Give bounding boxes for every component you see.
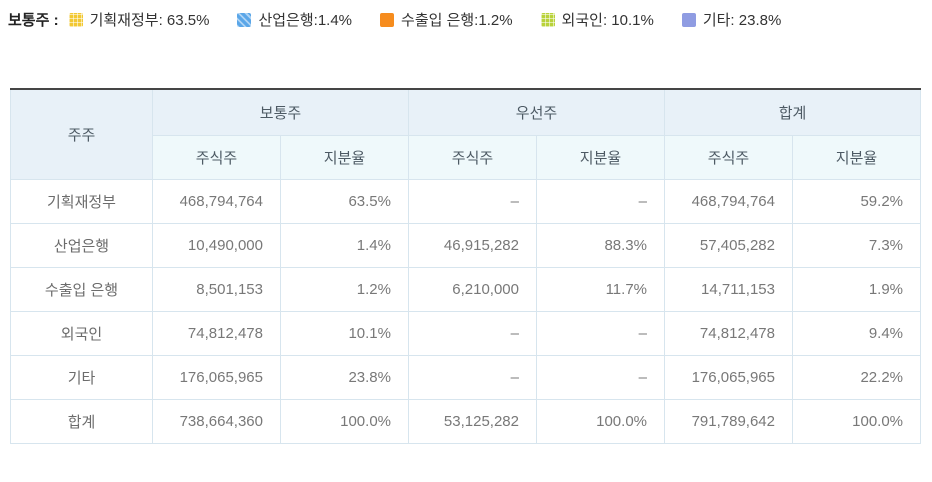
table-row-mof: 기획재정부 468,794,764 63.5% – – 468,794,764 … xyxy=(10,178,922,224)
cell-preferred-ratio: – xyxy=(536,310,665,356)
cell-total-ratio: 22.2% xyxy=(791,354,922,400)
cell-preferred-ratio: 100.0% xyxy=(536,398,665,444)
table-row-foreigners: 외국인 74,812,478 10.1% – – 74,812,478 9.4% xyxy=(10,310,922,356)
shareholder-table-container: 주주 보통주 우선주 합계 주식주 지분율 주식주 지분율 주식주 지분율 기획… xyxy=(10,88,922,444)
cell-common-shares: 738,664,360 xyxy=(152,398,281,444)
header-group-common-stock: 보통주 xyxy=(152,88,409,136)
cell-common-shares: 176,065,965 xyxy=(152,354,281,400)
cell-common-shares: 74,812,478 xyxy=(152,310,281,356)
cell-total-ratio: 7.3% xyxy=(791,222,922,268)
cell-total-ratio: 1.9% xyxy=(791,266,922,312)
legend-swatch-icon xyxy=(540,12,555,27)
legend-title: 보통주 : xyxy=(8,12,59,29)
row-shareholder-name: 산업은행 xyxy=(10,222,153,268)
legend-swatch-icon xyxy=(380,12,395,27)
subheader-total-ratio: 지분율 xyxy=(791,134,922,180)
legend-item-label: 기타: 23.8% xyxy=(702,12,782,29)
cell-preferred-ratio: 88.3% xyxy=(536,222,665,268)
cell-total-shares: 468,794,764 xyxy=(664,178,793,224)
cell-preferred-ratio: – xyxy=(536,178,665,224)
cell-preferred-shares: 53,125,282 xyxy=(408,398,537,444)
row-shareholder-name: 합계 xyxy=(10,398,153,444)
legend-item-others: 기타: 23.8% xyxy=(681,9,782,30)
row-shareholder-name: 기타 xyxy=(10,354,153,400)
subheader-preferred-shares: 주식주 xyxy=(408,134,537,180)
cell-total-shares: 791,789,642 xyxy=(664,398,793,444)
subheader-preferred-ratio: 지분율 xyxy=(536,134,665,180)
legend-swatch-icon xyxy=(237,12,252,27)
cell-preferred-shares: – xyxy=(408,310,537,356)
cell-common-ratio: 1.4% xyxy=(280,222,409,268)
subheader-common-shares: 주식주 xyxy=(152,134,281,180)
cell-total-ratio: 9.4% xyxy=(791,310,922,356)
cell-common-ratio: 10.1% xyxy=(280,310,409,356)
subheader-common-ratio: 지분율 xyxy=(280,134,409,180)
cell-preferred-shares: – xyxy=(408,178,537,224)
row-shareholder-name: 외국인 xyxy=(10,310,153,356)
cell-common-shares: 468,794,764 xyxy=(152,178,281,224)
header-group-row: 주주 보통주 우선주 합계 xyxy=(10,88,922,180)
legend-swatch-icon xyxy=(68,12,83,27)
cell-common-ratio: 23.8% xyxy=(280,354,409,400)
legend-item-label: 기획재정부: 63.5% xyxy=(89,12,210,29)
legend-item-kdb: 산업은행:1.4% xyxy=(237,9,352,30)
legend-item-exim: 수출입 은행:1.2% xyxy=(380,9,513,30)
cell-total-shares: 176,065,965 xyxy=(664,354,793,400)
header-group-preferred-stock: 우선주 xyxy=(408,88,665,136)
header-group-total: 합계 xyxy=(663,88,922,136)
legend-item-label: 외국인: 10.1% xyxy=(561,12,654,29)
cell-preferred-shares: – xyxy=(408,354,537,400)
cell-total-shares: 14,711,153 xyxy=(664,266,793,312)
cell-preferred-shares: 46,915,282 xyxy=(408,222,537,268)
row-shareholder-name: 기획재정부 xyxy=(10,178,153,224)
cell-total-shares: 57,405,282 xyxy=(664,222,793,268)
legend-item-foreigners: 외국인: 10.1% xyxy=(540,9,654,30)
cell-preferred-ratio: – xyxy=(536,354,665,400)
header-sub-row: 주식주 지분율 주식주 지분율 주식주 지분율 xyxy=(11,134,922,180)
legend-item-label: 수출입 은행:1.2% xyxy=(401,12,513,29)
header-shareholder: 주주 xyxy=(10,88,153,180)
shareholder-table: 주주 보통주 우선주 합계 주식주 지분율 주식주 지분율 주식주 지분율 기획… xyxy=(10,88,922,444)
cell-total-ratio: 59.2% xyxy=(791,178,922,224)
legend-item-mof: 기획재정부: 63.5% xyxy=(68,9,210,30)
cell-common-ratio: 1.2% xyxy=(280,266,409,312)
table-row-kdb: 산업은행 10,490,000 1.4% 46,915,282 88.3% 57… xyxy=(10,222,922,268)
legend-item-label: 산업은행:1.4% xyxy=(258,12,353,29)
cell-total-ratio: 100.0% xyxy=(791,398,922,444)
cell-common-ratio: 100.0% xyxy=(280,398,409,444)
table-row-exim: 수출입 은행 8,501,153 1.2% 6,210,000 11.7% 14… xyxy=(10,266,922,312)
cell-total-shares: 74,812,478 xyxy=(664,310,793,356)
cell-common-shares: 10,490,000 xyxy=(152,222,281,268)
table-row-others: 기타 176,065,965 23.8% – – 176,065,965 22.… xyxy=(10,354,922,400)
cell-preferred-ratio: 11.7% xyxy=(536,266,665,312)
cell-preferred-shares: 6,210,000 xyxy=(408,266,537,312)
cell-common-shares: 8,501,153 xyxy=(152,266,281,312)
cell-common-ratio: 63.5% xyxy=(280,178,409,224)
subheader-total-shares: 주식주 xyxy=(664,134,793,180)
legend-swatch-icon xyxy=(681,12,696,27)
common-stock-legend: 보통주 : 기획재정부: 63.5% 산업은행:1.4% 수출입 은행:1.2%… xyxy=(8,9,809,30)
row-shareholder-name: 수출입 은행 xyxy=(10,266,153,312)
table-row-total: 합계 738,664,360 100.0% 53,125,282 100.0% … xyxy=(10,398,922,444)
